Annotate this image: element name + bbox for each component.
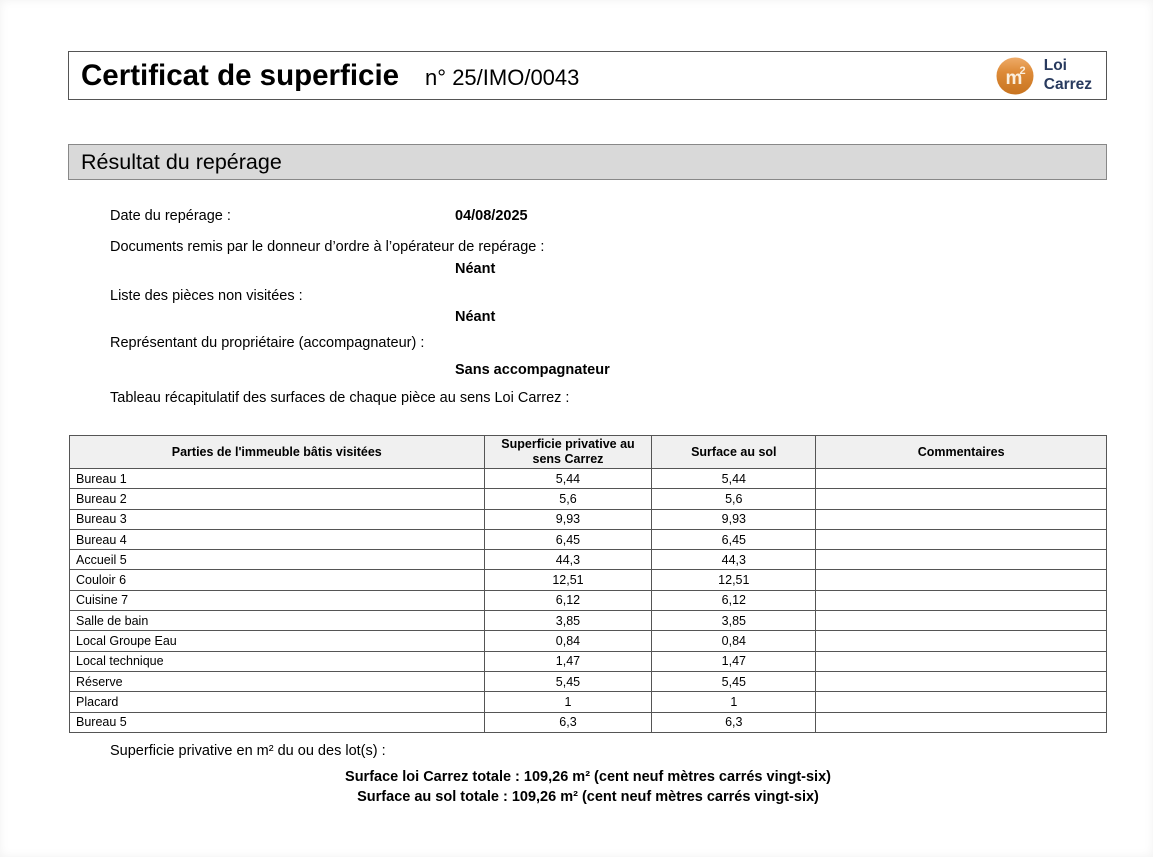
svg-text:2: 2: [1019, 65, 1025, 77]
